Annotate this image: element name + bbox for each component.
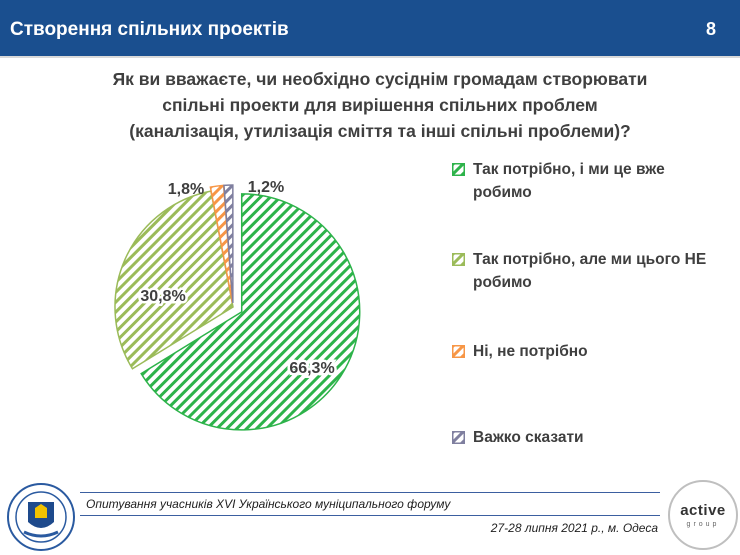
pie-value-label-2: 30,8% (140, 288, 185, 305)
pie-labels: 66,3% 30,8% 1,8% 1,2% (138, 179, 337, 380)
header-bar: Створення спільних проектів 8 (0, 0, 740, 58)
page-number: 8 (705, 19, 716, 39)
forum-logo-icon (7, 483, 75, 551)
legend-swatch-3 (452, 345, 465, 358)
pie-slices (114, 184, 361, 431)
footer-divider-top (80, 492, 660, 493)
pie-slice-1 (140, 193, 361, 431)
footer-divider-bottom (80, 515, 660, 516)
legend-item-3: Ні, не потрібно (452, 340, 723, 363)
pie-slice-2 (114, 190, 234, 370)
legend-swatch-2 (452, 253, 465, 266)
legend-label-2: Так потрібно, але ми цього НЕ робимо (473, 251, 707, 291)
legend-swatch-4 (452, 431, 465, 444)
survey-question: Як ви вважаєте, чи необхідно сусіднім гр… (60, 66, 700, 144)
legend-label-3: Ні, не потрібно (473, 343, 588, 360)
pie-value-label-3: 1,8% (168, 181, 204, 198)
question-line-1: Як ви вважаєте, чи необхідно сусіднім гр… (112, 69, 648, 89)
legend-swatch-1 (452, 163, 465, 176)
date-note: 27-28 липня 2021 р., м. Одеса (490, 521, 658, 535)
question-line-3: (каналізація, утилізація сміття та інші … (129, 121, 631, 141)
pie-value-label-4: 1,2% (248, 179, 284, 196)
page-title: Створення спільних проектів (10, 19, 289, 40)
question-line-2: спільні проекти для вирішення спільних п… (162, 95, 598, 115)
legend-item-2: Так потрібно, але ми цього НЕ робимо (452, 248, 723, 294)
legend-label-4: Важко сказати (473, 429, 584, 446)
pie-value-label-1: 66,3% (289, 360, 334, 377)
brand-main-text: active (680, 502, 726, 519)
brand-sub-text: group (686, 521, 720, 528)
legend-item-4: Важко сказати (452, 426, 723, 449)
pie-slice-4 (223, 184, 234, 304)
legend-label-1: Так потрібно, і ми це вже робимо (473, 161, 665, 201)
legend-item-1: Так потрібно, і ми це вже робимо (452, 158, 723, 204)
brand-logo: active group (668, 480, 738, 550)
survey-note: Опитування учасників XVI Українського му… (86, 497, 451, 511)
